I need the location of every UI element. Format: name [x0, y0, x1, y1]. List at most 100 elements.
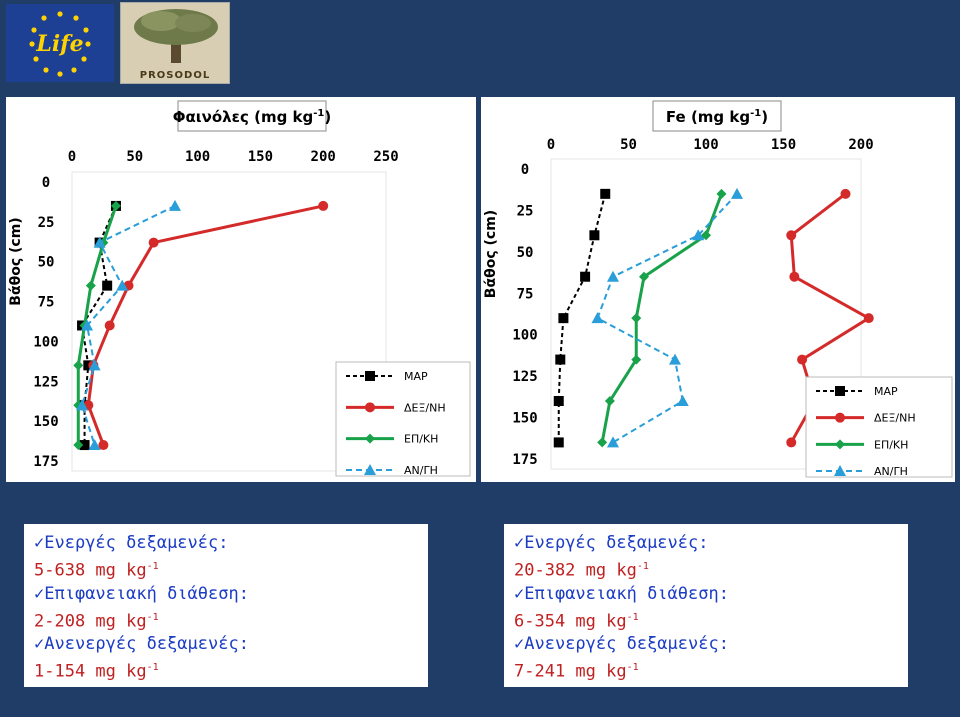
- life-logo: Life: [6, 4, 114, 82]
- data-point: [168, 199, 181, 211]
- plot-area: [71, 171, 387, 472]
- legend-label: ΕΠ/ΚΗ: [404, 433, 438, 446]
- y-tick-label: 0: [521, 162, 529, 178]
- data-point: [76, 399, 89, 411]
- data-point: [639, 271, 649, 282]
- data-point: [604, 396, 615, 406]
- legend: MAP ΔΕΞ/ΝΗ ΕΠ/ΚΗ ΑΝ/ΓΗ: [805, 376, 953, 478]
- summary-heading: ✓Ανενεργές δεξαμενές:: [34, 634, 249, 655]
- phenols-chart-panel: Φαινόλες (mg kg-1) 0 50 100 150 200 250 0 25 50 75…: [6, 97, 476, 482]
- data-point: [669, 353, 681, 365]
- data-point: [607, 270, 619, 282]
- summary-value: 5-638 mg kg-1: [34, 560, 159, 581]
- x-tick-label: 50: [126, 149, 143, 165]
- legend-label: ΔΕΞ/ΝΗ: [404, 401, 446, 414]
- legend-marker: [365, 371, 375, 381]
- legend-label: ΑΝ/ΓΗ: [404, 464, 438, 477]
- legend-label: ΔΕΞ/ΝΗ: [874, 412, 916, 425]
- y-tick-label: 125: [512, 369, 537, 385]
- y-tick-label: 125: [33, 374, 58, 390]
- summary-value: 20-382 mg kg-1: [514, 560, 649, 581]
- y-tick-label: 25: [38, 215, 55, 231]
- x-tick-label: 50: [620, 137, 637, 153]
- data-point: [692, 229, 705, 241]
- data-point: [83, 360, 94, 371]
- data-point: [110, 200, 121, 211]
- iron-summary-box: ✓Ενεργές δεξαμενές: 20-382 mg kg-1 ✓Επιφαν…: [504, 524, 908, 687]
- data-point: [93, 236, 106, 248]
- data-point: [558, 313, 569, 324]
- x-tick-label: 100: [185, 149, 210, 165]
- data-point: [863, 313, 874, 324]
- data-point: [98, 440, 109, 451]
- series-3: [76, 199, 181, 451]
- summary-value: 6-354 mg kg-1: [514, 611, 639, 632]
- data-point: [148, 237, 159, 248]
- data-point: [607, 436, 619, 448]
- chart-title-box: [652, 100, 782, 132]
- check-icon: ✓: [514, 533, 525, 553]
- y-tick-label: 100: [512, 328, 537, 344]
- olive-tree-icon: [134, 9, 218, 63]
- check-icon: ✓: [34, 583, 45, 604]
- data-point: [631, 313, 642, 324]
- x-tick-label: 200: [311, 149, 336, 165]
- data-point: [88, 439, 101, 451]
- y-tick-label: 0: [42, 175, 50, 191]
- y-tick-label: 25: [517, 203, 534, 219]
- data-point: [631, 354, 642, 365]
- data-point: [85, 280, 96, 291]
- prosodol-wordmark: PROSODOL: [139, 70, 211, 81]
- data-point: [786, 230, 797, 241]
- series-3: [591, 187, 743, 448]
- life-wordmark: Life: [35, 31, 83, 57]
- data-point: [589, 230, 600, 241]
- legend: MAP ΔΕΞ/ΝΗ ΕΠ/ΚΗ ΑΝ/ΓΗ: [335, 361, 471, 477]
- data-point: [73, 360, 84, 371]
- y-tick-label: 175: [33, 454, 58, 470]
- check-icon: ✓: [34, 533, 45, 553]
- chart-title-box: [177, 100, 327, 132]
- y-tick-label: 150: [512, 411, 537, 427]
- data-point: [318, 200, 329, 211]
- summary-value: 7-241 mg kg-1: [514, 661, 639, 682]
- prosodol-logo: PROSODOL: [120, 2, 230, 84]
- x-tick-label: 0: [547, 137, 555, 153]
- summary-heading: ✓Επιφανειακή διάθεση:: [514, 583, 729, 604]
- data-point: [116, 279, 129, 291]
- data-point: [555, 354, 566, 365]
- y-tick-label: 75: [517, 286, 534, 302]
- data-point: [676, 395, 689, 406]
- legend-label: MAP: [874, 385, 898, 398]
- y-tick-label: 75: [38, 295, 55, 311]
- chart-title: Φαινόλες (mg kg-1): [173, 108, 332, 126]
- data-point: [79, 440, 90, 451]
- legend-marker: [365, 433, 375, 444]
- series-0: [553, 188, 611, 448]
- data-point: [553, 437, 564, 448]
- data-point: [716, 188, 727, 199]
- data-point: [840, 188, 851, 199]
- check-icon: ✓: [514, 634, 525, 655]
- data-point: [786, 437, 797, 448]
- x-tick-label: 200: [848, 137, 873, 153]
- summary-value: 2-208 mg kg-1: [34, 611, 159, 632]
- legend-marker: [835, 386, 845, 396]
- data-point: [102, 280, 113, 291]
- summary-heading: ✓Ενεργές δεξαμενές:: [514, 533, 709, 553]
- data-point: [701, 230, 711, 241]
- series-2: [597, 188, 727, 448]
- x-tick-label: 0: [68, 149, 76, 165]
- legend-marker: [835, 439, 845, 450]
- x-tick-label: 150: [248, 149, 273, 165]
- phenols-summary-box: ✓Ενεργές δεξαμενές: 5-638 mg kg-1 ✓Επιφανε…: [24, 524, 428, 687]
- data-point: [600, 188, 611, 199]
- data-point: [553, 396, 564, 406]
- y-axis-label: Βάθος (cm): [483, 210, 499, 298]
- data-point: [88, 359, 101, 371]
- summary-heading: ✓Επιφανειακή διάθεση:: [34, 583, 249, 604]
- data-point: [81, 319, 94, 331]
- phenols-chart: Φαινόλες (mg kg-1) 0 50 100 150 200 250 0 25 50 75…: [8, 100, 471, 477]
- x-tick-label: 250: [373, 149, 398, 165]
- legend-marker: [834, 465, 846, 476]
